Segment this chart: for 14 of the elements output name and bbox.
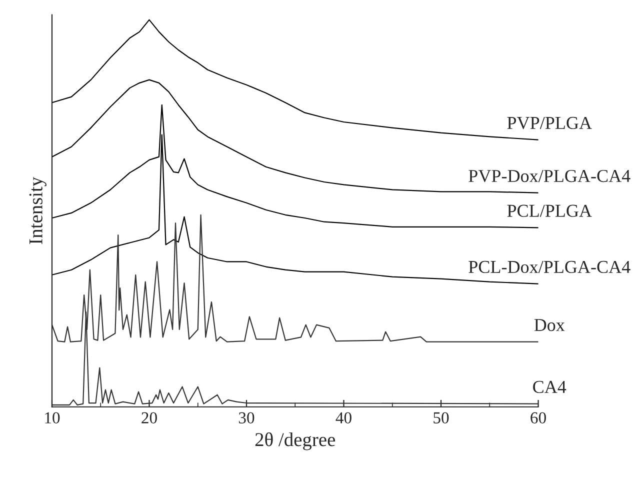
series-label: PVP-Dox/PLGA-CA4 — [468, 170, 630, 182]
x-tick-label: 10 — [45, 412, 60, 424]
x-tick-label: 20 — [142, 412, 157, 424]
series-label: CA4 — [533, 380, 566, 394]
x-tick-label: 30 — [238, 412, 254, 424]
x-tick-label: 40 — [336, 412, 352, 424]
series-label: PCL/PLGA — [507, 204, 592, 217]
series-label: Dox — [534, 319, 565, 332]
y-axis-title: Intensity — [29, 176, 46, 244]
series-label: PVP/PLGA — [507, 116, 592, 130]
x-tick-label: 50 — [434, 412, 449, 424]
x-tick-label: 60 — [530, 412, 546, 424]
x-axis-title: 2θ /degree — [255, 432, 336, 450]
series-label: PCL-Dox/PLGA-CA4 — [468, 260, 630, 274]
